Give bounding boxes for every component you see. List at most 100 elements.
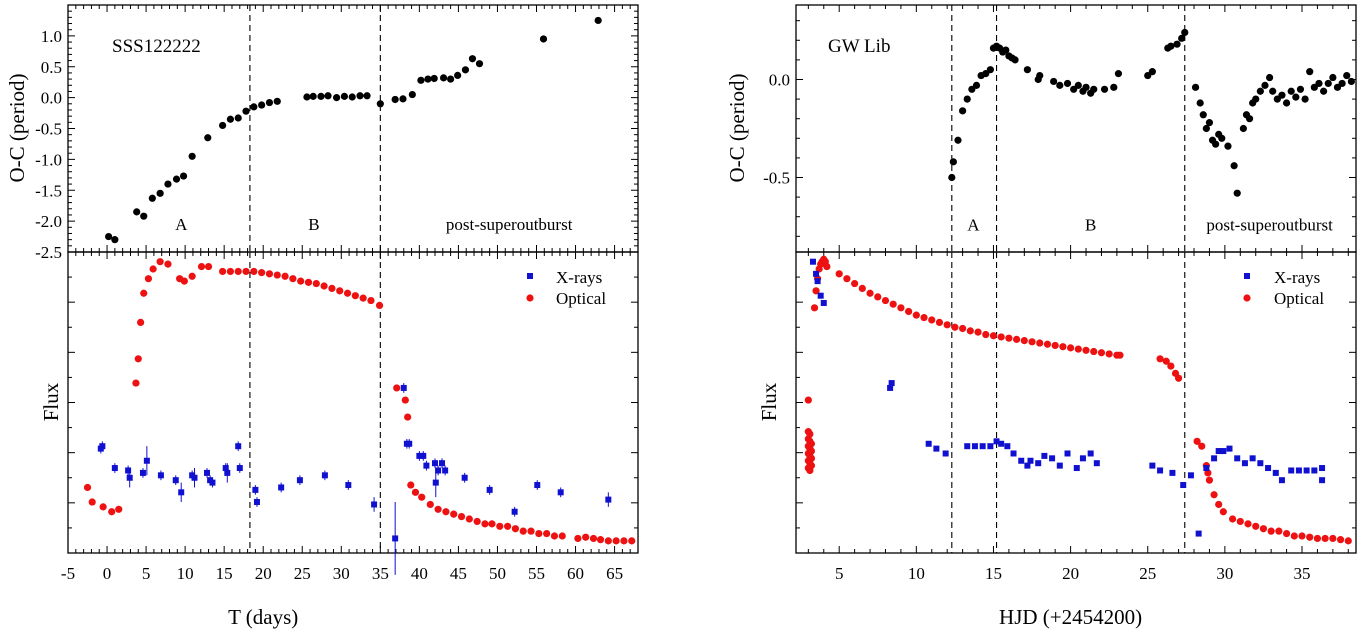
xray-point <box>439 460 446 467</box>
oc-point <box>376 100 384 108</box>
optical-point <box>1228 515 1237 523</box>
optical-point <box>812 287 820 295</box>
panel-left-bottom <box>67 251 639 575</box>
xray-point <box>172 477 179 484</box>
xray-point <box>1149 462 1156 469</box>
xray-point <box>1024 462 1031 469</box>
x-tick-label: 45 <box>450 564 467 583</box>
optical-point <box>1074 345 1082 353</box>
oc-point <box>447 75 455 83</box>
xray-point <box>442 467 449 474</box>
oc-point <box>1233 189 1241 197</box>
optical-point <box>234 267 242 276</box>
oc-point <box>133 208 141 216</box>
xray-point <box>813 270 820 277</box>
oc-point <box>1320 87 1328 95</box>
xray-point <box>1049 455 1056 462</box>
oc-point <box>986 66 994 74</box>
oc-point <box>1167 42 1175 50</box>
xray-point <box>143 457 150 464</box>
optical-point <box>393 384 401 392</box>
x-tick-label: 10 <box>177 564 194 583</box>
optical-point <box>935 318 944 326</box>
xray-point <box>1272 469 1279 476</box>
xray-point <box>887 384 894 391</box>
oc-point <box>1050 77 1058 86</box>
xray-point <box>1211 455 1218 462</box>
oc-point <box>226 115 235 123</box>
optical-point <box>367 296 375 305</box>
optical-point <box>404 413 412 421</box>
optical-point <box>823 262 831 271</box>
optical-point <box>226 267 235 276</box>
xray-point <box>252 486 259 493</box>
optical-point <box>519 527 527 535</box>
oc-point <box>1296 85 1305 93</box>
optical-point <box>188 272 196 280</box>
optical-point <box>242 267 250 276</box>
xray-point <box>1187 472 1194 479</box>
xray-point <box>253 499 260 506</box>
optical-point <box>140 289 148 297</box>
optical-point <box>197 262 206 271</box>
optical-point <box>1090 347 1098 356</box>
oc-point <box>1292 93 1300 101</box>
oc-point <box>1329 73 1337 82</box>
optical-point <box>465 515 473 523</box>
xray-point <box>236 465 243 472</box>
optical-point <box>807 462 816 470</box>
oc-point <box>111 236 119 244</box>
oc-point <box>948 173 956 182</box>
x-tick-label: 10 <box>908 564 925 583</box>
oc-point <box>468 55 477 63</box>
optical-point <box>343 289 352 297</box>
optical-point <box>137 318 145 326</box>
optical-point <box>974 328 982 336</box>
xray-point <box>406 440 413 447</box>
xray-point <box>809 258 816 265</box>
optical-point <box>320 282 328 290</box>
y-tick-label: 0.0 <box>769 70 790 89</box>
xray-point <box>278 484 285 491</box>
y-tick-label: 0.5 <box>41 58 62 77</box>
xray-point <box>1303 467 1310 474</box>
stage-label: B <box>308 215 319 234</box>
optical-point <box>401 396 409 404</box>
xray-point <box>371 501 378 508</box>
xray-point <box>157 472 164 479</box>
xray-point <box>1027 457 1034 464</box>
xray-point <box>1079 455 1086 462</box>
optical-point <box>457 512 466 521</box>
xray-point <box>1180 482 1187 489</box>
optical-point <box>351 292 359 300</box>
xray-point <box>203 469 210 476</box>
x-tick-label: -5 <box>61 564 75 583</box>
x-tick-label: 55 <box>528 564 545 583</box>
oc-point <box>356 92 364 100</box>
optical-point <box>628 537 636 545</box>
xray-point <box>534 482 541 489</box>
oc-point <box>1056 81 1064 89</box>
xray-point <box>209 479 216 486</box>
xray-point <box>964 443 971 450</box>
oc-point <box>234 114 242 122</box>
xray-point <box>1041 452 1048 459</box>
oc-point <box>219 121 227 130</box>
x-tick-label: 15 <box>216 564 233 583</box>
xray-point <box>933 445 940 452</box>
xray-point <box>99 443 106 450</box>
y-axis-label: Flux <box>757 382 781 421</box>
optical-point <box>1210 491 1218 499</box>
oc-point <box>265 98 274 107</box>
optical-point <box>1336 536 1345 544</box>
oc-point <box>475 60 484 68</box>
y-tick-label: -1.0 <box>35 150 62 169</box>
oc-point <box>156 189 164 197</box>
xray-point <box>1319 465 1326 472</box>
xray-point <box>222 465 229 472</box>
optical-point <box>1059 343 1067 351</box>
oc-point <box>1306 68 1314 76</box>
x-tick-label: 30 <box>1216 564 1233 583</box>
legend-xrays-marker <box>527 273 533 279</box>
